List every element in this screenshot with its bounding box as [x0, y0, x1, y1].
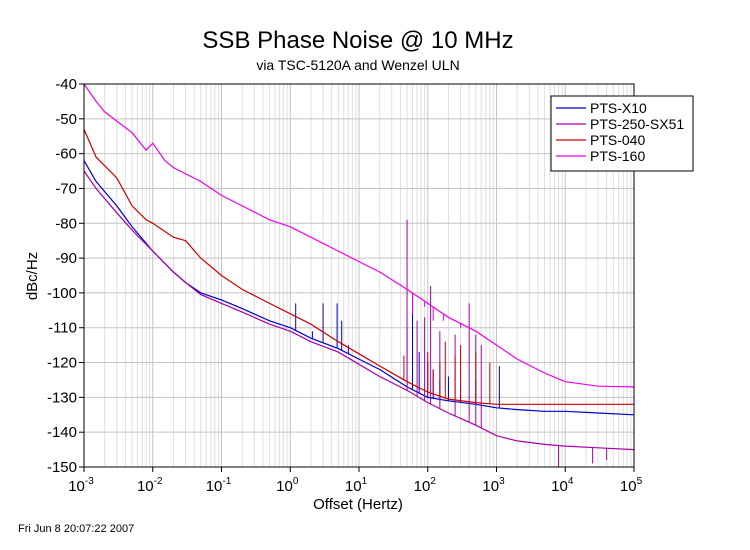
chart-subtitle: via TSC-5120A and Wenzel ULN — [256, 57, 459, 73]
x-tick-label: 10-1 — [206, 476, 232, 495]
x-tick-label: 104 — [551, 476, 574, 495]
legend-label: PTS-040 — [590, 132, 645, 148]
chart-title: SSB Phase Noise @ 10 MHz — [202, 27, 513, 54]
y-tick-label: -50 — [55, 111, 77, 128]
y-tick-label: -60 — [55, 146, 77, 163]
x-tick-label: 100 — [276, 476, 299, 495]
y-tick-label: -40 — [55, 76, 77, 93]
legend-label: PTS-X10 — [590, 100, 647, 116]
y-tick-label: -110 — [48, 320, 77, 337]
x-tick-label: 105 — [620, 476, 643, 495]
y-tick-label: -130 — [47, 389, 77, 406]
x-tick-label: 10-3 — [68, 476, 94, 495]
series-pts-160 — [84, 84, 634, 388]
y-axis-label: dBc/Hz — [24, 252, 41, 300]
series-line — [84, 84, 634, 388]
series-line — [84, 129, 634, 405]
x-tick-label: 10-2 — [137, 476, 163, 495]
y-tick-label: -80 — [55, 215, 77, 232]
series-group — [84, 84, 634, 467]
plot-frame — [83, 83, 635, 468]
legend-label: PTS-160 — [590, 148, 645, 164]
series-line — [84, 170, 634, 451]
y-axis-ticks: -40 -50 -60 -70 -80 -90 -100 -110 -120 -130 -140 -1… — [47, 76, 84, 476]
y-tick-label: -120 — [47, 355, 77, 372]
y-tick-label: -150 — [47, 459, 77, 476]
x-axis-ticks: 10-3 10-2 10-1 100 101 102 103 104 105 — [68, 467, 643, 495]
timestamp-footer: Fri Jun 8 20:07:22 2007 — [18, 523, 135, 535]
x-tick-label: 101 — [345, 476, 368, 495]
series-pts-040 — [84, 129, 634, 405]
x-tick-label: 103 — [482, 476, 505, 495]
x-tick-label: 102 — [414, 476, 437, 495]
legend-label: PTS-250-SX51 — [590, 116, 684, 132]
y-tick-label: -140 — [47, 424, 77, 441]
x-axis-label: Offset (Hertz) — [313, 496, 403, 513]
y-tick-label: -100 — [47, 285, 77, 302]
y-tick-label: -70 — [55, 180, 77, 197]
y-tick-label: -90 — [55, 250, 77, 267]
